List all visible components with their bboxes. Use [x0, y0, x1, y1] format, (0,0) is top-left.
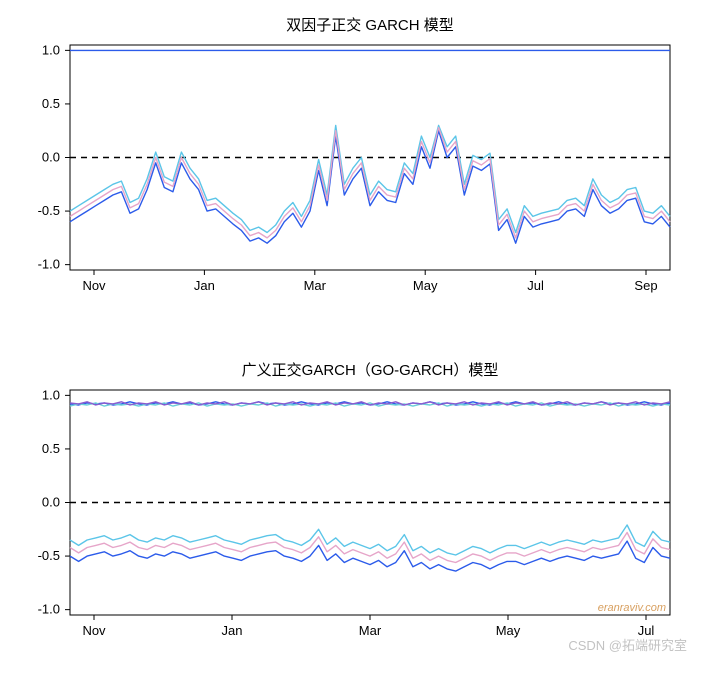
y-tick-label: 1.0	[42, 42, 60, 57]
y-tick-label: 0.0	[42, 495, 60, 510]
x-tick-label: Mar	[304, 278, 327, 293]
y-tick-label: -0.5	[38, 203, 60, 218]
y-tick-label: 0.0	[42, 150, 60, 165]
series-line	[70, 131, 670, 244]
y-tick-label: -1.0	[38, 602, 60, 617]
x-tick-label: May	[496, 623, 521, 638]
x-tick-label: Jul	[527, 278, 544, 293]
y-tick-label: -0.5	[38, 548, 60, 563]
x-tick-label: Jan	[222, 623, 243, 638]
y-tick-label: 1.0	[42, 387, 60, 402]
x-tick-label: May	[413, 278, 438, 293]
x-tick-label: Jul	[638, 623, 655, 638]
panel-title: 双因子正交 GARCH 模型	[286, 16, 454, 34]
x-tick-label: Jan	[194, 278, 215, 293]
x-tick-label: Sep	[634, 278, 657, 293]
x-tick-label: Nov	[82, 278, 106, 293]
panel-title: 广义正交GARCH（GO-GARCH）模型	[242, 361, 499, 379]
y-tick-label: 0.5	[42, 441, 60, 456]
chart-canvas: 双因子正交 GARCH 模型 -1.0 -0.5 0.0 0.5 1.0 Nov Jan Mar…	[0, 0, 707, 685]
series-line	[70, 128, 670, 238]
series-line	[70, 533, 670, 563]
y-tick-label: -1.0	[38, 257, 60, 272]
watermark: eranraviv.com	[598, 602, 666, 614]
csdn-watermark: CSDN @拓端研究室	[568, 638, 687, 653]
series-line	[70, 125, 670, 232]
x-tick-label: Mar	[359, 623, 382, 638]
y-tick-label: 0.5	[42, 96, 60, 111]
x-tick-label: Nov	[82, 623, 106, 638]
